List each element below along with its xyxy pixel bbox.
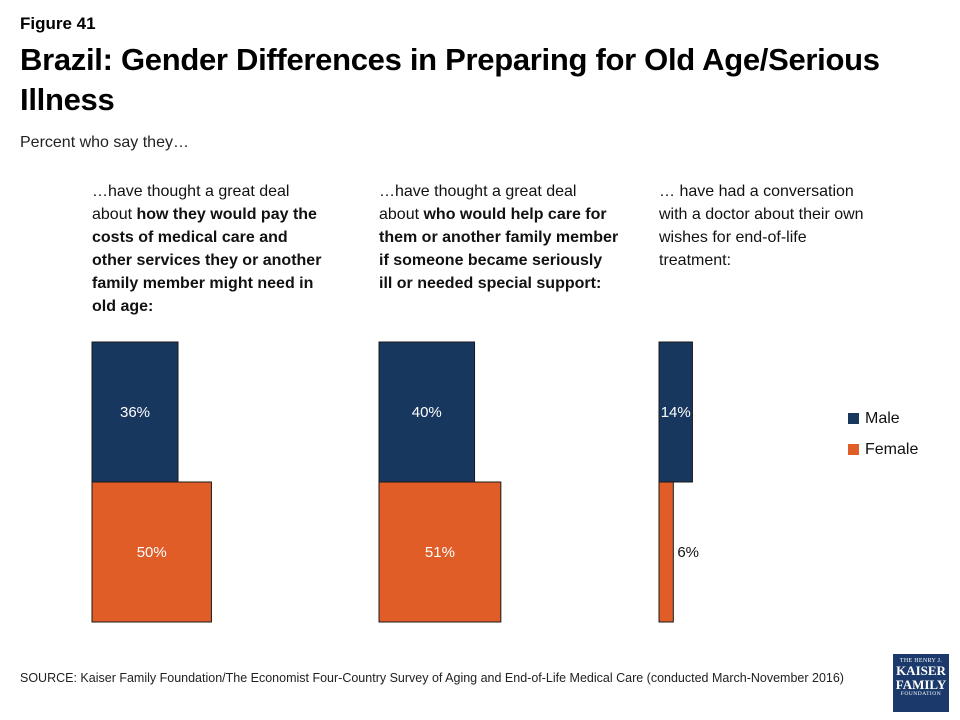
chart-title: Brazil: Gender Differences in Preparing … [20, 42, 880, 117]
bar-female [378, 481, 502, 623]
logo-line: KAISER [896, 663, 946, 678]
bar-male [658, 341, 693, 483]
legend-female: Female [848, 441, 918, 459]
logo-line: FAMILY [895, 677, 947, 692]
legend-male: Male [848, 410, 900, 428]
source-note: SOURCE: Kaiser Family Foundation/The Eco… [20, 671, 844, 685]
panel-text-doctor-conversation: … have had a conversation with a doctor … [659, 180, 879, 272]
data-label-male: 14% [661, 404, 691, 421]
panel-text-bold: how they would pay the costs of medical … [92, 206, 322, 315]
logo-line: THE HENRY J. [899, 658, 943, 664]
bar-female [91, 481, 212, 623]
legend-label-male: Male [865, 410, 900, 427]
legend-swatch-male [848, 413, 859, 424]
panel-text-help-care: …have thought a great deal about who wou… [379, 180, 619, 295]
chart-subtitle: Percent who say they… [20, 134, 189, 151]
panel-text-plain: …have thought a great deal about [92, 183, 290, 223]
logo-line: FOUNDATION [900, 691, 942, 697]
kff-logo: THE HENRY J. KAISER FAMILY FOUNDATION [893, 654, 949, 712]
panel-text-plain: …have thought a great deal about [379, 183, 577, 223]
panel-text-pay-costs: …have thought a great deal about how the… [92, 180, 332, 318]
data-label-male: 36% [120, 404, 150, 421]
figure-label: Figure 41 [20, 14, 96, 33]
data-label-female: 6% [677, 544, 699, 561]
bar-male [91, 341, 179, 483]
panel-text-plain: … have had a conversation with a doctor … [659, 183, 864, 269]
data-label-female: 50% [137, 544, 167, 561]
data-label-male: 40% [412, 404, 442, 421]
legend-swatch-female [848, 444, 859, 455]
legend-label-female: Female [865, 441, 919, 458]
panel-text-bold: who would help care for them or another … [379, 206, 619, 292]
bar-female [658, 481, 674, 623]
data-label-female: 51% [425, 544, 455, 561]
